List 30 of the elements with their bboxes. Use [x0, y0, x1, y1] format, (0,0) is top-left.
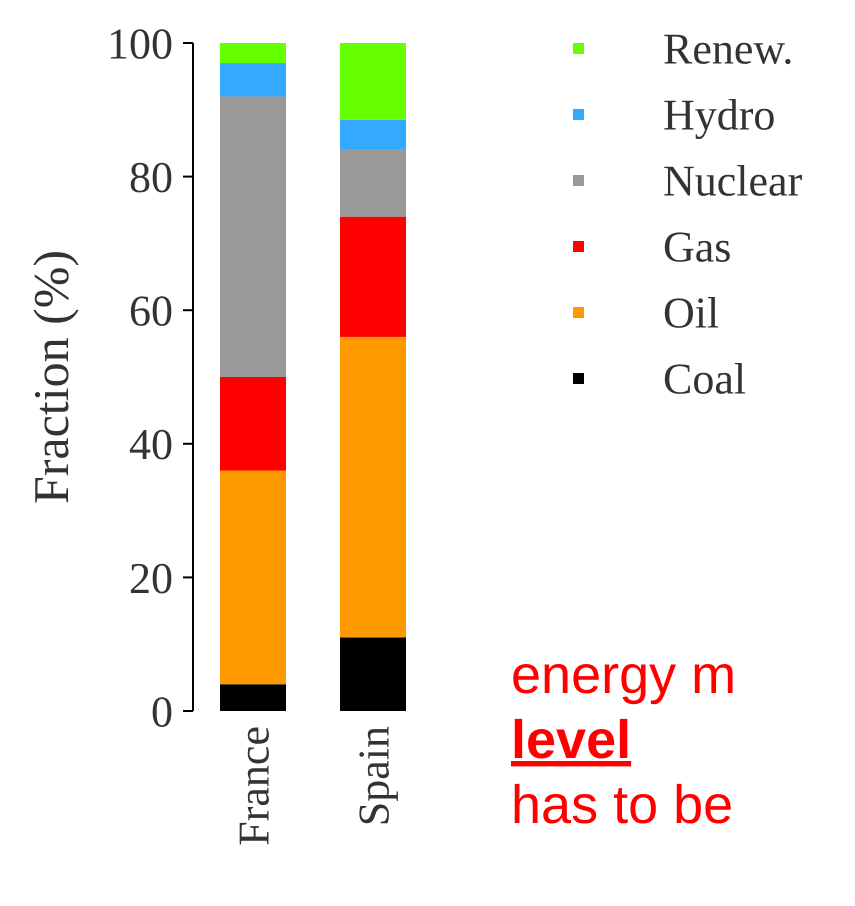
bar — [220, 377, 286, 471]
y-tick-label: 100 — [107, 19, 173, 68]
bar — [340, 216, 406, 337]
bar — [340, 336, 406, 638]
bar — [340, 150, 406, 217]
text: level — [511, 710, 632, 770]
bar — [220, 684, 286, 711]
x-tick-label: France — [229, 726, 278, 846]
x-tick-label: Spain — [349, 726, 398, 826]
bar — [220, 96, 286, 377]
bar — [340, 638, 406, 711]
y-tick-label: 80 — [129, 153, 173, 202]
y-tick-label: 0 — [151, 687, 173, 736]
legend-label: Oil — [663, 288, 720, 338]
bar — [340, 120, 406, 150]
y-tick-label: 40 — [129, 420, 173, 470]
legend-label: Nuclear — [663, 156, 803, 206]
text: energy m — [511, 645, 736, 705]
bar — [220, 63, 286, 96]
text: has to be — [511, 775, 734, 835]
legend-label: Renew. — [663, 24, 794, 74]
legend-label: Gas — [663, 222, 732, 272]
bar — [220, 43, 286, 64]
y-tick-label: 60 — [129, 286, 173, 336]
legend-label: Coal — [663, 354, 746, 404]
y-axis-title: Fraction (%) — [23, 250, 79, 504]
bar — [340, 43, 406, 120]
bar — [220, 470, 286, 684]
y-tick-label: 20 — [129, 554, 173, 603]
legend-label: Hydro — [663, 90, 776, 140]
